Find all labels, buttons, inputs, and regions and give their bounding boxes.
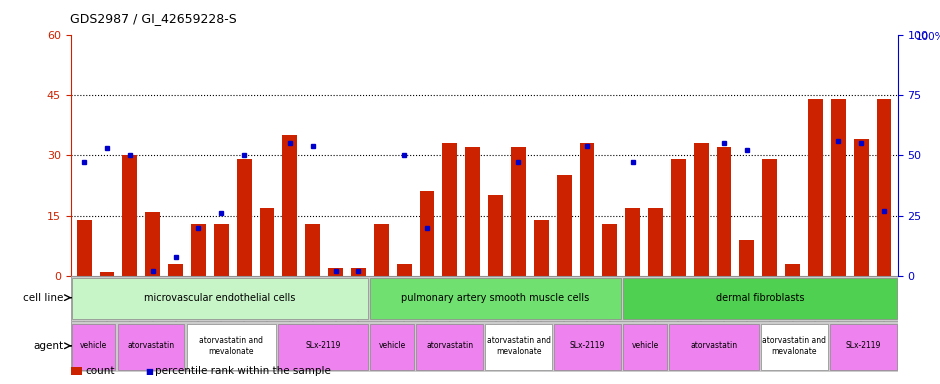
Bar [603, 223, 618, 276]
Bar [511, 147, 525, 276]
Bar [259, 207, 274, 276]
Bar [556, 175, 572, 276]
Text: atorvastatin and
mevalonate: atorvastatin and mevalonate [199, 336, 263, 356]
Bar [534, 220, 549, 276]
Bar [237, 159, 252, 276]
Bar [370, 278, 620, 319]
Bar [625, 207, 640, 276]
Bar [168, 264, 183, 276]
Y-axis label: 100%: 100% [916, 32, 940, 42]
Text: atorvastatin and
mevalonate: atorvastatin and mevalonate [487, 336, 551, 356]
Bar [648, 207, 663, 276]
Text: vehicle: vehicle [632, 341, 659, 350]
Text: SLx-2119: SLx-2119 [306, 341, 341, 350]
Text: atorvastatin: atorvastatin [690, 341, 738, 350]
Text: dermal fibroblasts: dermal fibroblasts [715, 293, 804, 303]
Bar [555, 324, 620, 370]
Bar [419, 192, 434, 276]
Text: vehicle: vehicle [379, 341, 406, 350]
Bar [100, 272, 115, 276]
Bar [854, 139, 869, 276]
Bar [214, 223, 228, 276]
Bar [623, 324, 666, 370]
Bar [146, 212, 160, 276]
Bar [465, 147, 480, 276]
Text: agent: agent [34, 341, 64, 351]
Bar [328, 268, 343, 276]
Text: atorvastatin: atorvastatin [426, 341, 473, 350]
Bar [579, 143, 594, 276]
Bar [785, 264, 800, 276]
Bar [694, 143, 709, 276]
Bar [122, 155, 137, 276]
Text: vehicle: vehicle [80, 341, 107, 350]
Text: atorvastatin: atorvastatin [127, 341, 175, 350]
Bar [370, 324, 414, 370]
Bar [762, 159, 777, 276]
Bar [282, 135, 297, 276]
Bar [485, 324, 552, 370]
Bar [443, 143, 457, 276]
Bar [671, 159, 686, 276]
Bar [830, 324, 897, 370]
Bar [191, 223, 206, 276]
Text: count: count [86, 366, 115, 376]
Text: pulmonary artery smooth muscle cells: pulmonary artery smooth muscle cells [401, 293, 589, 303]
Text: SLx-2119: SLx-2119 [846, 341, 881, 350]
Bar [397, 264, 412, 276]
Bar [488, 195, 503, 276]
Bar [877, 99, 891, 276]
Bar [71, 324, 116, 370]
Bar [831, 99, 846, 276]
Text: atorvastatin and
mevalonate: atorvastatin and mevalonate [762, 336, 826, 356]
Bar [186, 324, 276, 370]
Bar [716, 147, 731, 276]
Bar [740, 240, 754, 276]
Bar [351, 268, 366, 276]
Text: cell line: cell line [24, 293, 64, 303]
Bar [761, 324, 827, 370]
Bar [416, 324, 483, 370]
Bar [71, 278, 368, 319]
Bar [374, 223, 389, 276]
Text: microvascular endothelial cells: microvascular endothelial cells [144, 293, 295, 303]
Bar [808, 99, 822, 276]
Text: percentile rank within the sample: percentile rank within the sample [155, 366, 331, 376]
Text: SLx-2119: SLx-2119 [570, 341, 605, 350]
Bar [278, 324, 368, 370]
Bar [118, 324, 184, 370]
Bar [306, 223, 321, 276]
Text: GDS2987 / GI_42659228-S: GDS2987 / GI_42659228-S [70, 12, 237, 25]
Bar [77, 220, 91, 276]
Bar [623, 278, 897, 319]
Text: ■: ■ [146, 367, 153, 376]
Bar [669, 324, 759, 370]
